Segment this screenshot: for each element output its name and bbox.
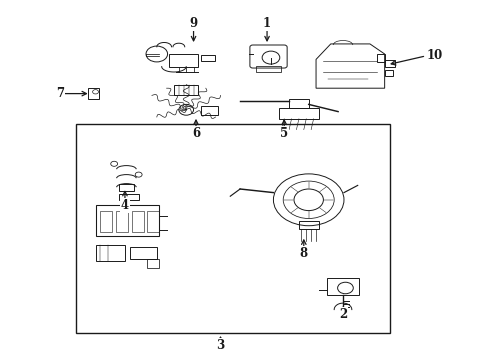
Bar [147,211,159,232]
Bar [96,205,159,236]
Text: 4: 4 [121,199,129,212]
Text: 10: 10 [426,49,442,62]
Bar [377,54,385,62]
Bar [385,70,393,76]
Bar [169,54,198,67]
Bar [385,60,395,67]
Text: 8: 8 [300,247,308,260]
Bar [130,247,157,259]
Text: 9: 9 [190,17,197,30]
Bar [299,221,318,229]
Bar [96,245,125,261]
Bar [147,259,159,268]
Bar [100,211,112,232]
Text: 5: 5 [280,127,288,140]
Bar [119,194,139,200]
Text: 3: 3 [217,339,224,352]
Text: 6: 6 [192,127,200,140]
Text: 7: 7 [56,87,64,100]
Bar [327,278,359,295]
Bar [174,85,198,95]
Bar [279,108,318,119]
Bar [201,55,215,61]
Bar [132,211,144,232]
Bar [201,106,218,115]
Bar [119,184,134,191]
Bar [256,66,281,72]
Bar [88,88,99,99]
Text: 1: 1 [263,17,271,30]
Bar [76,124,390,333]
Text: 2: 2 [339,309,347,321]
Bar [289,99,309,108]
Bar [116,211,128,232]
